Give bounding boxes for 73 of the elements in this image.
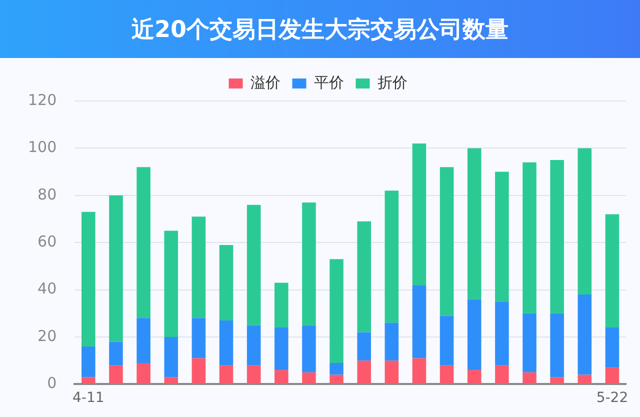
bar bbox=[578, 294, 592, 375]
bar bbox=[357, 221, 371, 332]
y-tick-label: 20 bbox=[38, 326, 57, 345]
bar bbox=[384, 360, 399, 384]
bar bbox=[495, 302, 509, 366]
bar bbox=[467, 370, 482, 384]
bar bbox=[82, 346, 96, 378]
bar bbox=[412, 285, 426, 358]
bar bbox=[550, 377, 564, 384]
bar bbox=[274, 370, 288, 384]
bar bbox=[330, 259, 344, 363]
bar bbox=[495, 365, 509, 384]
legend-label: 平价 bbox=[314, 73, 344, 92]
bar bbox=[136, 318, 150, 363]
bar bbox=[164, 377, 178, 384]
bar bbox=[330, 362, 344, 375]
bar bbox=[522, 313, 536, 372]
bar bbox=[302, 325, 316, 372]
bar bbox=[219, 244, 234, 320]
bar bbox=[302, 202, 316, 326]
bar bbox=[440, 365, 454, 384]
bar bbox=[522, 162, 536, 314]
legend-label: 折价 bbox=[377, 73, 408, 92]
bar bbox=[219, 320, 234, 366]
bar bbox=[550, 313, 564, 378]
bar bbox=[164, 230, 178, 337]
y-tick-label: 0 bbox=[47, 374, 57, 392]
bar bbox=[109, 195, 123, 342]
bar bbox=[605, 214, 620, 328]
y-tick-label: 100 bbox=[28, 138, 57, 156]
bar bbox=[357, 332, 371, 361]
y-tick-label: 120 bbox=[28, 90, 57, 109]
bar bbox=[82, 212, 96, 346]
bar bbox=[109, 342, 123, 366]
bar bbox=[578, 374, 592, 384]
bar bbox=[384, 190, 399, 323]
bar bbox=[440, 167, 454, 316]
bar bbox=[192, 216, 206, 318]
bar bbox=[578, 148, 592, 295]
bar bbox=[192, 358, 206, 384]
bar bbox=[302, 372, 316, 384]
bar bbox=[467, 299, 482, 370]
bar bbox=[274, 328, 288, 370]
bar bbox=[605, 328, 620, 368]
bar bbox=[605, 368, 620, 384]
bar bbox=[384, 322, 399, 361]
bar bbox=[246, 365, 261, 384]
bar bbox=[412, 143, 426, 286]
bar bbox=[246, 325, 261, 366]
bar bbox=[82, 377, 96, 384]
bar bbox=[330, 374, 344, 384]
bar bbox=[550, 160, 564, 314]
bar bbox=[495, 172, 509, 302]
bar bbox=[467, 148, 482, 300]
bar bbox=[136, 362, 150, 384]
y-tick-label: 40 bbox=[38, 280, 57, 298]
bar bbox=[522, 372, 536, 384]
x-tick-label: 4-11 bbox=[72, 390, 104, 406]
bar bbox=[219, 365, 234, 384]
bar bbox=[246, 204, 261, 326]
bar bbox=[192, 318, 206, 358]
bar bbox=[164, 337, 178, 378]
bar bbox=[109, 365, 123, 384]
bar bbox=[136, 167, 150, 318]
y-tick-label: 80 bbox=[38, 185, 57, 204]
bar bbox=[274, 282, 288, 328]
bar bbox=[412, 358, 426, 384]
bar bbox=[357, 360, 371, 384]
chart-title: 近20个交易日发生大宗交易公司数量 bbox=[0, 0, 640, 58]
x-tick-label: 5-22 bbox=[596, 390, 628, 406]
bar bbox=[440, 316, 454, 366]
legend-label: 溢价 bbox=[250, 73, 280, 92]
y-tick-label: 60 bbox=[38, 232, 57, 250]
